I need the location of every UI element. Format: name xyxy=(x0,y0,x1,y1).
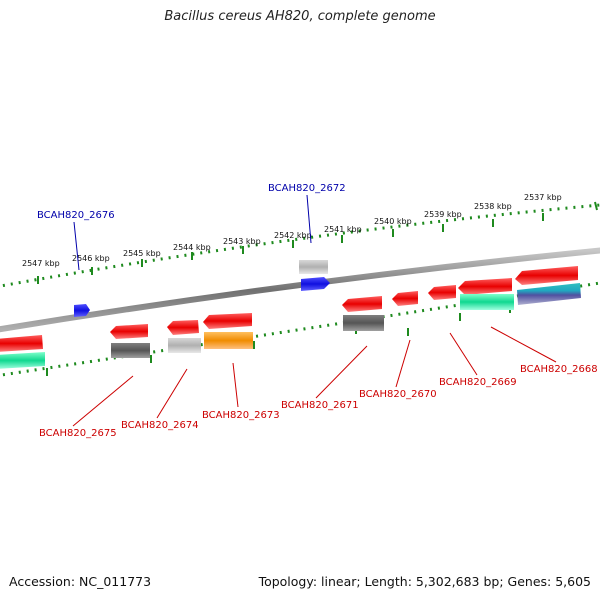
upper-ruler-label: 2545 kbp xyxy=(123,249,161,258)
label-BCAH820_2668[interactable]: BCAH820_2668 xyxy=(520,364,598,375)
gene-BCAH820_2670[interactable] xyxy=(392,291,418,306)
accession-text: Accession: NC_011773 xyxy=(9,574,152,589)
upper-ruler-label: 2538 kbp xyxy=(474,202,512,211)
upper-ruler-label: 2540 kbp xyxy=(374,217,412,226)
upper-ruler: 2547 kbp 2546 kbp 2545 kbp 2544 kbp 2543… xyxy=(0,193,600,288)
upper-ruler-label: 2537 kbp xyxy=(524,193,562,202)
label-BCAH820_2673[interactable]: BCAH820_2673 xyxy=(202,410,280,421)
label-BCAH820_2676[interactable]: BCAH820_2676 xyxy=(37,210,115,221)
reverse-features xyxy=(0,266,581,369)
gene-BCAH820_2669[interactable] xyxy=(458,278,512,295)
leader-line-2675 xyxy=(72,375,134,427)
label-BCAH820_2675[interactable]: BCAH820_2675 xyxy=(39,428,117,439)
gene-BCAH820_2674[interactable] xyxy=(167,320,199,335)
feature-gray-2674[interactable] xyxy=(168,338,201,353)
feature-dark-2675[interactable] xyxy=(111,343,150,358)
forward-features xyxy=(74,260,330,317)
upper-ruler-label: 2546 kbp xyxy=(72,254,110,263)
leader-line-2669 xyxy=(449,332,478,376)
topology-summary: Topology: linear; Length: 5,302,683 bp; … xyxy=(258,574,591,589)
leader-line-2672 xyxy=(306,194,312,244)
gene-BCAH820_2671[interactable] xyxy=(342,296,382,312)
upper-ruler-major-tick xyxy=(594,201,598,211)
gene-BCAH820_2676[interactable] xyxy=(74,304,90,317)
feature-dark-2671[interactable] xyxy=(343,315,384,331)
leader-line-2668 xyxy=(490,326,557,363)
upper-ruler-label: 2542 kbp xyxy=(274,231,312,240)
map-title: Bacillus cereus AH820, complete genome xyxy=(164,9,436,24)
leader-line-2670 xyxy=(395,339,411,388)
gene-BCAH820_2675[interactable] xyxy=(110,324,148,339)
gene-BCAH820_2669-small[interactable] xyxy=(428,285,456,300)
gene-BCAH820_2668[interactable] xyxy=(515,266,578,285)
reverse-labels: BCAH820_2675 BCAH820_2674 BCAH820_2673 B… xyxy=(39,326,598,439)
upper-ruler-label: 2539 kbp xyxy=(424,210,462,219)
feature-gray-upper[interactable] xyxy=(299,260,328,274)
label-BCAH820_2669[interactable]: BCAH820_2669 xyxy=(439,377,517,388)
upper-ruler-label: 2543 kbp xyxy=(223,237,261,246)
upper-ruler-label: 2547 kbp xyxy=(22,259,60,268)
leader-line-2671 xyxy=(315,345,368,399)
upper-ruler-label: 2544 kbp xyxy=(173,243,211,252)
label-BCAH820_2670[interactable]: BCAH820_2670 xyxy=(359,389,437,400)
leader-line-2676 xyxy=(73,221,80,271)
label-BCAH820_2674[interactable]: BCAH820_2674 xyxy=(121,420,199,431)
gene-BCAH820_2673[interactable] xyxy=(203,313,252,329)
label-BCAH820_2672[interactable]: BCAH820_2672 xyxy=(268,183,346,194)
feature-multi-2668[interactable] xyxy=(517,283,581,305)
leader-line-2674 xyxy=(156,368,188,419)
label-BCAH820_2671[interactable]: BCAH820_2671 xyxy=(281,400,359,411)
feature-teal-left-edge[interactable] xyxy=(0,352,45,369)
feature-orange-2673[interactable] xyxy=(204,332,253,349)
leader-line-2673 xyxy=(232,362,239,408)
feature-teal-2669[interactable] xyxy=(460,294,514,310)
forward-labels: BCAH820_2676 BCAH820_2672 xyxy=(37,183,346,271)
gene-red-left-edge[interactable] xyxy=(0,335,43,352)
gene-BCAH820_2672[interactable] xyxy=(301,277,330,291)
upper-ruler-label: 2541 kbp xyxy=(324,225,362,234)
